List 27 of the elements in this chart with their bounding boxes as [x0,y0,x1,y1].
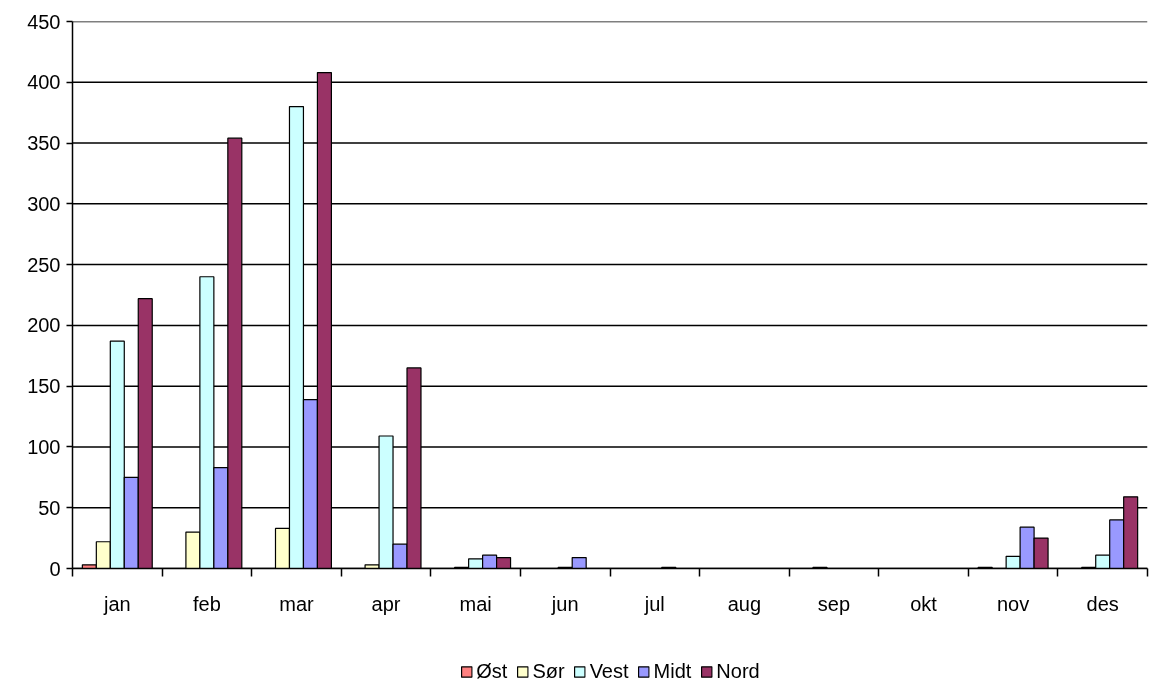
y-tick-label: 150 [27,375,61,398]
x-tick-label: des [1086,592,1119,615]
x-tick-label: mai [459,592,492,615]
legend-label: Øst [476,660,508,683]
y-tick-label: 0 [49,557,61,580]
legend-label: Midt [653,660,692,683]
x-tick-label: mar [279,592,315,615]
legend-label: Sør [532,660,565,683]
x-tick-label: feb [192,592,221,615]
legend-label: Nord [716,660,760,683]
x-tick-label: aug [727,592,762,615]
x-tick-label: jun [550,592,579,615]
y-tick-label: 100 [27,435,61,458]
x-tick-label: sep [817,592,851,615]
y-tick-label: 400 [27,71,61,94]
x-tick-label: apr [371,592,401,615]
y-tick-label: 50 [38,496,61,519]
y-tick-label: 250 [27,253,61,276]
y-tick-label: 300 [27,192,61,215]
x-tick-label: okt [910,592,938,615]
legend-label: Vest [589,660,629,683]
y-tick-label: 450 [27,10,61,33]
y-tick-label: 350 [27,132,61,155]
x-tick-label: jan [102,592,131,615]
y-tick-label: 200 [27,314,61,337]
x-tick-label: nov [997,592,1030,615]
x-tick-label: jul [643,592,665,615]
